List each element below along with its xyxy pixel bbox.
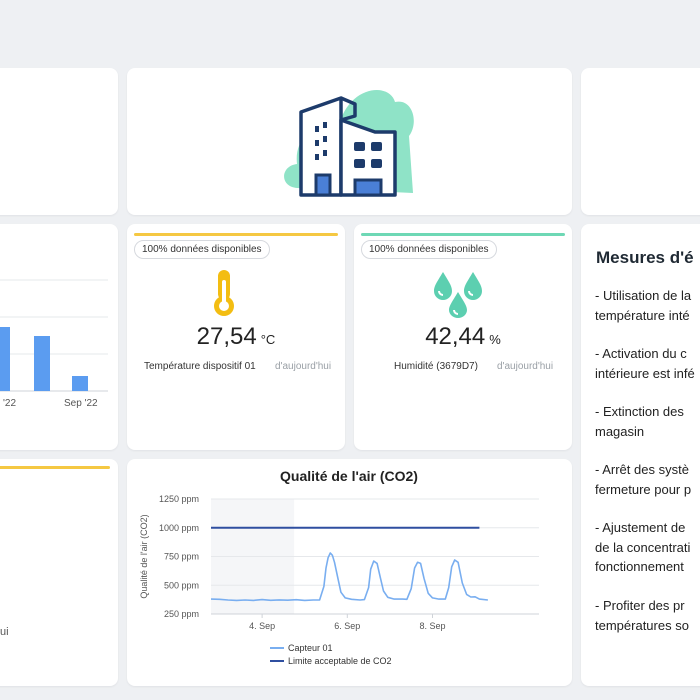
y-tick-label: 1250 ppm: [159, 494, 199, 504]
temperature-value: 27,54: [196, 323, 257, 350]
bar: [72, 376, 88, 391]
y-tick-label: 500 ppm: [164, 580, 199, 590]
y-axis-label: Qualité de l'air (CO2): [139, 514, 149, 598]
bar-chart: l '22 Sep '22: [0, 279, 108, 409]
series-line: [210, 552, 488, 602]
data-availability-badge: 100% données disponibles: [134, 240, 270, 259]
temperature-period: d'aujourd'hui: [275, 361, 332, 372]
mesure-item-continuation: fermeture pour p: [595, 481, 692, 497]
y-tick-label: 750 ppm: [164, 552, 199, 562]
mesure-item: - Utilisation de la: [595, 288, 692, 303]
mesure-item: - Activation du c: [595, 346, 687, 361]
partial-text: ui: [0, 626, 9, 638]
mesure-item: - Extinction des: [595, 404, 684, 419]
mesure-item-continuation: fonctionnement: [595, 559, 684, 574]
temperature-unit: °C: [260, 332, 276, 347]
temperature-label: Température dispositif 01: [144, 361, 256, 372]
temperature-card: 100% données disponibles 27,54 °C Tempéra…: [127, 224, 345, 450]
data-availability-badge: 100% données disponibles: [361, 240, 497, 259]
legend-label[interactable]: Capteur 01: [288, 643, 333, 653]
humidity-card: 100% données disponibles 42,44% Humidité…: [354, 224, 572, 450]
legend-label[interactable]: Limite acceptable de CO2: [288, 656, 392, 666]
mesure-item: - Ajustement de: [595, 520, 686, 535]
x-tick-label: l '22: [0, 398, 16, 409]
top-right-card: [581, 68, 700, 215]
humidity-period: d'aujourd'hui: [497, 361, 554, 372]
building-icon: [284, 89, 414, 197]
header-illustration-card: [127, 68, 572, 215]
humidity-label: Humidité (3679D7): [394, 361, 478, 372]
humidity-unit: %: [489, 332, 501, 347]
x-tick-label: 8. Sep: [419, 621, 445, 631]
mesures-title: Mesures d'é: [596, 248, 694, 267]
x-tick-label: 6. Sep: [334, 621, 360, 631]
mesure-item: - Profiter des pr: [595, 598, 685, 613]
co2-chart-card: Qualité de l'air (CO2) 250 ppm 500 ppm 750 …: [127, 459, 572, 686]
humidity-value-group: 42,44%: [354, 323, 572, 351]
bar: [34, 336, 50, 391]
mesure-item-continuation: intérieure est infé: [595, 365, 695, 381]
mesure-item-continuation: de la concentrati: [595, 539, 691, 555]
mesure-item: - Arrêt des systè: [595, 462, 689, 477]
top-left-card: [0, 68, 118, 215]
x-tick-label: Sep '22: [64, 398, 98, 409]
bar: [0, 327, 10, 391]
thermometer-icon: [214, 270, 234, 316]
y-tick-label: 250 ppm: [164, 609, 199, 619]
co2-line-chart: Qualité de l'air (CO2) 250 ppm 500 ppm 750 …: [139, 468, 539, 666]
mesure-item-continuation: températures so: [595, 617, 689, 633]
mesures-card: Mesures d'é - Utilisation de la températu…: [581, 224, 700, 686]
water-drops-icon: [434, 272, 482, 318]
mesure-item-continuation: température inté: [595, 307, 690, 323]
mesure-item-continuation: magasin: [595, 423, 645, 439]
bar-chart-card: l '22 Sep '22: [0, 224, 118, 450]
humidity-value: 42,44: [425, 323, 486, 350]
bottom-left-card: ui: [0, 459, 118, 686]
temperature-value-group: 27,54 °C: [127, 323, 345, 351]
y-tick-label: 1000 ppm: [159, 523, 199, 533]
chart-title: Qualité de l'air (CO2): [280, 468, 418, 484]
x-tick-label: 4. Sep: [249, 621, 275, 631]
